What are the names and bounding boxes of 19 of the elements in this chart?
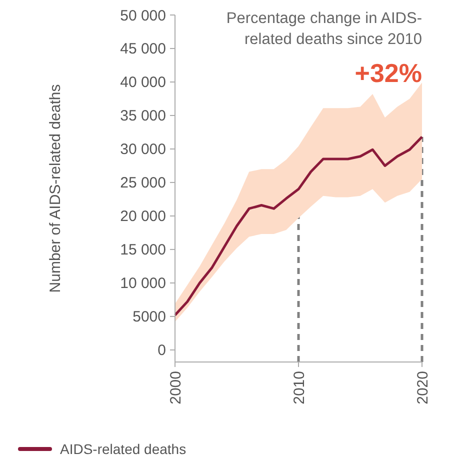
x-tick-label: 2000 [167,371,184,404]
y-tick-label: 50 000 [120,7,166,24]
y-tick-label: 40 000 [120,74,166,92]
y-tick-label: 10 000 [120,275,166,292]
y-tick-label: 35 000 [120,108,166,125]
y-tick-label: 25 000 [120,174,166,192]
line-series [174,136,424,316]
y-tick-label: 0 [158,342,166,360]
y-tick-label: 20 000 [120,208,166,226]
x-tick-label: 2010 [290,371,308,404]
y-tick-label: 5000 [132,308,166,326]
annotation: +32% [354,58,422,88]
legend-label: AIDS-related deaths [60,440,186,457]
y-axis-title: Number of AIDS-related deaths [47,84,64,293]
y-tick-label: 15 000 [120,242,166,259]
y-tick-label: 30 000 [120,141,166,158]
x-tick-label: 2020 [414,371,432,404]
y-tick-label: 45 000 [120,40,166,58]
annotation: Percentage change in AIDS-related deaths since 2010 [226,10,422,48]
